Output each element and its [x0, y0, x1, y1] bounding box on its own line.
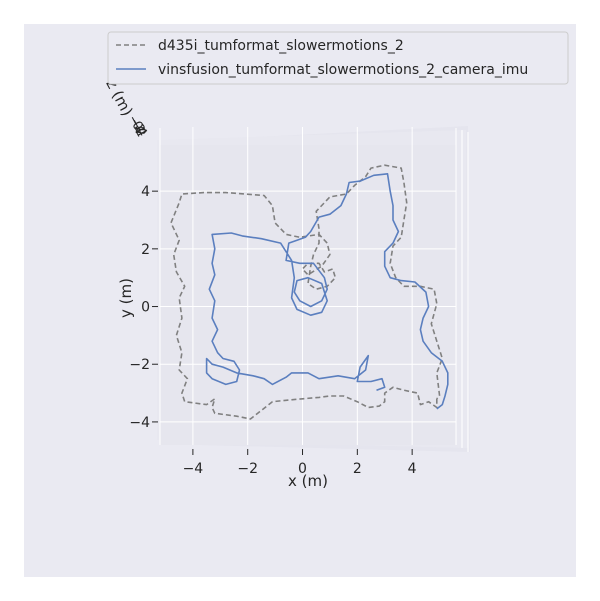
- y-tick-label: −4: [129, 415, 150, 431]
- x-tick-label: 0: [298, 461, 307, 477]
- series-line-1: [205, 173, 449, 410]
- legend-label-vinsfusion: vinsfusion_tumformat_slowermotions_2_cam…: [158, 62, 528, 78]
- legend: d435i_tumformat_slowermotions_2 vinsfusi…: [107, 31, 569, 85]
- y-tick-label: 4: [141, 184, 150, 200]
- y-axis-label: y (m): [117, 278, 135, 318]
- x-tick-label: 4: [408, 461, 417, 477]
- y-tick-label: −2: [129, 357, 150, 373]
- series-layer: [170, 164, 449, 420]
- x-tick-label: 2: [353, 461, 362, 477]
- y-axis-ticks: −4 −2 0 2 4: [129, 184, 158, 431]
- y-tick-label: 0: [141, 300, 150, 316]
- plot-area: [160, 145, 456, 445]
- x-axis-ticks: −4 −2 0 2 4: [183, 449, 417, 477]
- y-tick-label: 2: [141, 242, 150, 258]
- x-tick-label: −4: [183, 461, 204, 477]
- legend-label-d435i: d435i_tumformat_slowermotions_2: [158, 38, 404, 54]
- x-axis-label: x (m): [288, 472, 328, 490]
- x-tick-label: −2: [237, 461, 258, 477]
- pane-edge-lines: [159, 128, 469, 452]
- legend-frame: [107, 31, 569, 85]
- series-line-0: [170, 164, 444, 420]
